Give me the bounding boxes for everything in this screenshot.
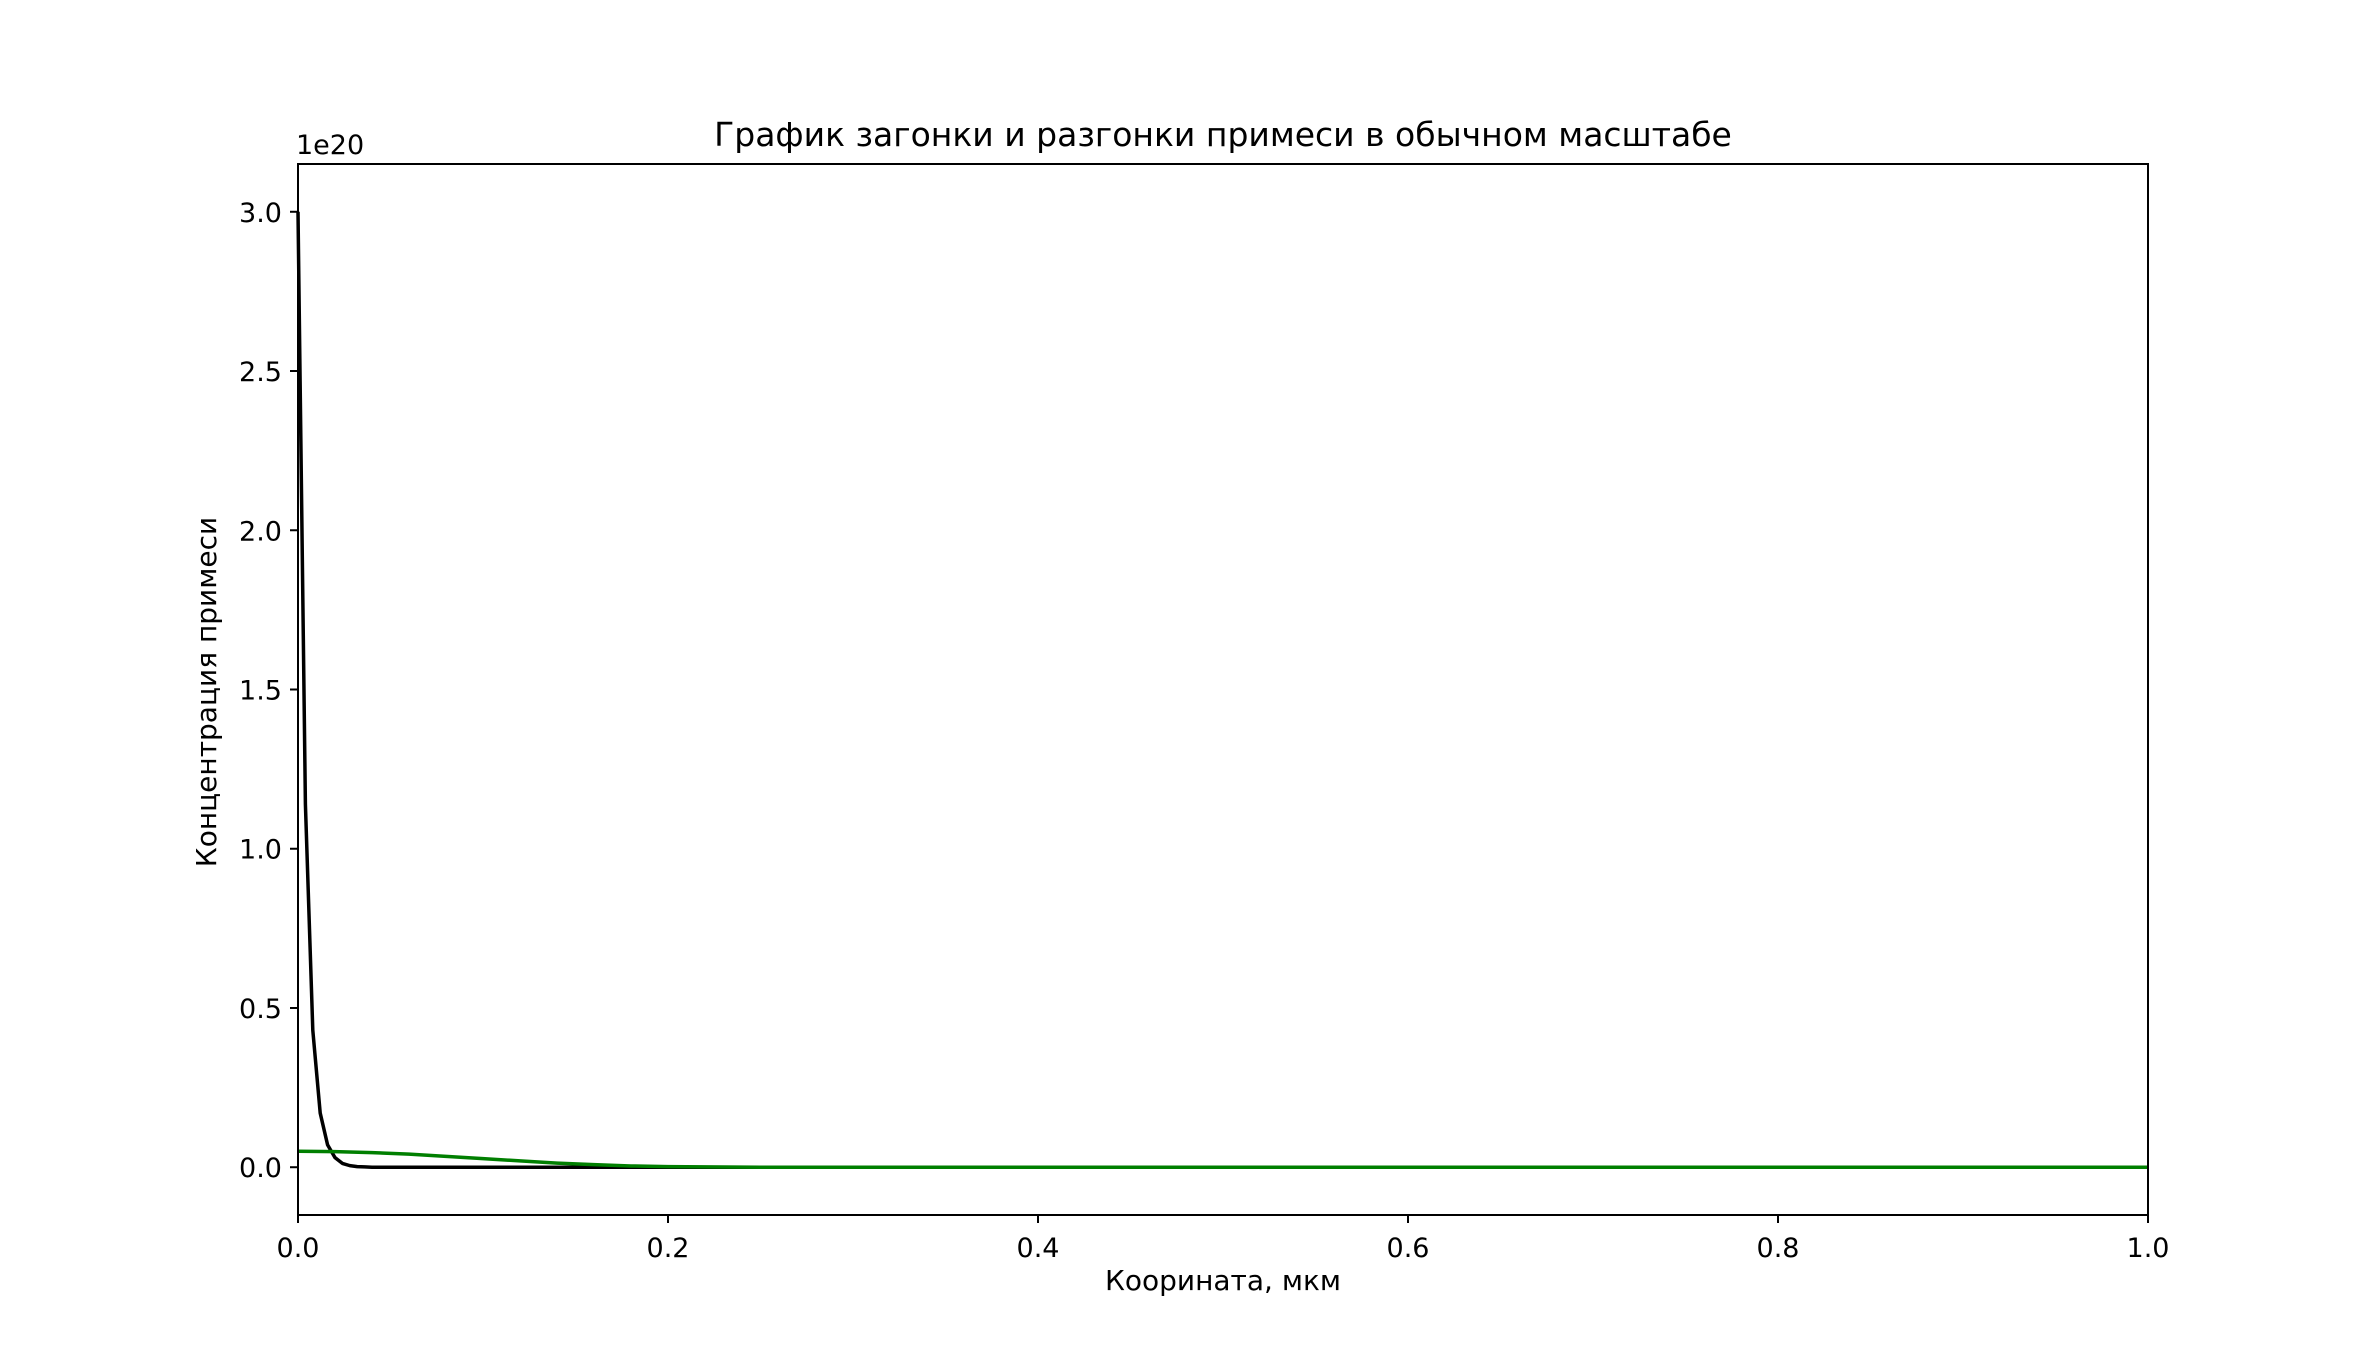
x-axis: 0.0 0.2 0.4 0.6 0.8 1.0 [277, 1215, 2170, 1264]
x-tick-label: 1.0 [2127, 1233, 2170, 1264]
x-tick-label: 0.8 [1757, 1233, 1800, 1264]
series-line-2 [297, 1149, 2148, 1169]
x-tick-label: 0.6 [1387, 1233, 1430, 1264]
y-offset-text: 1e20 [296, 130, 364, 161]
x-axis-label: Коорината, мкм [1105, 1264, 1341, 1297]
plot-area [296, 211, 2148, 1169]
axes-frame [297, 163, 2149, 1216]
y-tick-label: 0.0 [239, 1153, 282, 1184]
x-tick-label: 0.4 [1017, 1233, 1060, 1264]
chart-title: График загонки и разгонки примеси в обыч… [714, 115, 1732, 154]
x-tick-label: 0.2 [647, 1233, 690, 1264]
y-axis: 0.0 0.5 1.0 1.5 2.0 2.5 3.0 [239, 198, 298, 1184]
y-tick-label: 1.0 [239, 835, 282, 866]
y-tick-label: 3.0 [239, 198, 282, 229]
y-tick-label: 2.0 [239, 516, 282, 547]
y-tick-label: 0.5 [239, 994, 282, 1025]
y-axis-label: Концентрация примеси [190, 517, 223, 867]
x-tick-label: 0.0 [277, 1233, 320, 1264]
y-tick-label: 2.5 [239, 357, 282, 388]
y-tick-label: 1.5 [239, 676, 282, 707]
